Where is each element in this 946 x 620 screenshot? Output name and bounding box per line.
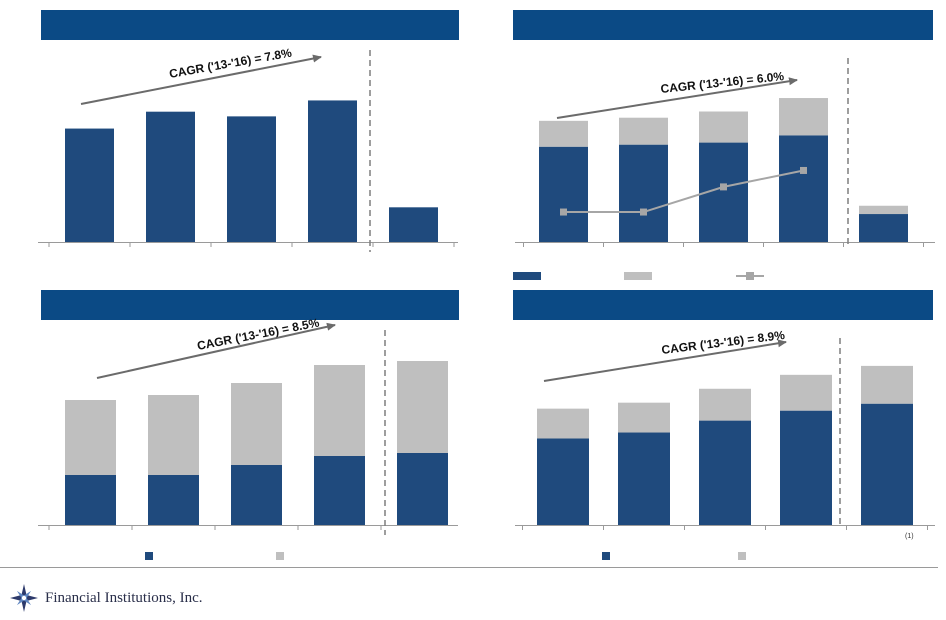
bar-light-4 [397,361,448,453]
legend-marker-dark [513,272,541,280]
bar-3 [308,100,357,242]
legend-marker-dark [145,552,153,560]
footnote-marker: (1) [905,533,914,540]
chart-3: CAGR ('13-'16) = 8.5% [38,315,458,560]
cagr-arrow [556,77,798,119]
bar-dark-3 [779,135,828,242]
bar-0 [65,128,114,242]
line-point-0 [560,208,567,216]
bar-light-0 [539,120,588,147]
cagr-arrow [80,54,322,105]
bar-light-0 [65,400,116,475]
bar-dark-0 [537,438,589,525]
chart-4: CAGR ('13-'16) = 8.9%(1) [515,328,935,560]
panel-header-top-left [41,10,459,40]
bar-light-3 [314,365,365,456]
legend-marker-light [738,552,746,560]
bar-dark-0 [65,475,116,525]
bar-light-2 [699,111,748,143]
bar-dark-4 [397,453,448,525]
bar-light-3 [780,374,832,411]
bar-dark-3 [780,410,832,525]
company-name: Financial Institutions, Inc. [45,590,203,606]
bar-light-2 [699,388,751,421]
bar-dark-2 [231,465,282,525]
cagr-arrow [96,322,336,379]
bar-dark-4 [861,403,913,525]
line-point-2 [720,183,727,191]
bar-dark-2 [699,420,751,525]
cagr-label: CAGR ('13-'16) = 8.5% [196,315,321,352]
legend-marker-light [624,272,652,280]
bar-light-2 [231,383,282,465]
panel-header-bottom-right [513,290,933,320]
line-point-3 [800,166,807,174]
bar-dark-3 [314,456,365,525]
bar-light-4 [859,205,908,215]
line-point-1 [640,208,647,216]
bar-dark-4 [859,214,908,242]
legend-marker-line [746,272,754,280]
chart-2: CAGR ('13-'16) = 6.0% [513,58,935,280]
bar-dark-1 [619,144,668,242]
legend-marker-dark [602,552,610,560]
company-logo-icon [10,584,38,612]
bar-light-1 [148,395,199,475]
bar-light-4 [861,365,913,404]
bar-dark-0 [539,146,588,242]
bar-2 [227,116,276,242]
bar-light-0 [537,408,589,439]
legend-marker-light [276,552,284,560]
line-series [563,169,804,214]
bar-1 [146,111,195,242]
chart-1: CAGR ('13-'16) = 7.8% [38,46,458,252]
footer-divider [0,567,938,568]
bar-light-3 [779,98,828,136]
bar-dark-1 [148,475,199,525]
bar-4 [389,207,438,242]
panel-header-bottom-left [41,290,459,320]
bar-dark-1 [618,432,670,525]
cagr-arrow [543,339,787,382]
panel-header-top-right [513,10,933,40]
bar-light-1 [619,117,668,145]
bar-light-1 [618,402,670,433]
